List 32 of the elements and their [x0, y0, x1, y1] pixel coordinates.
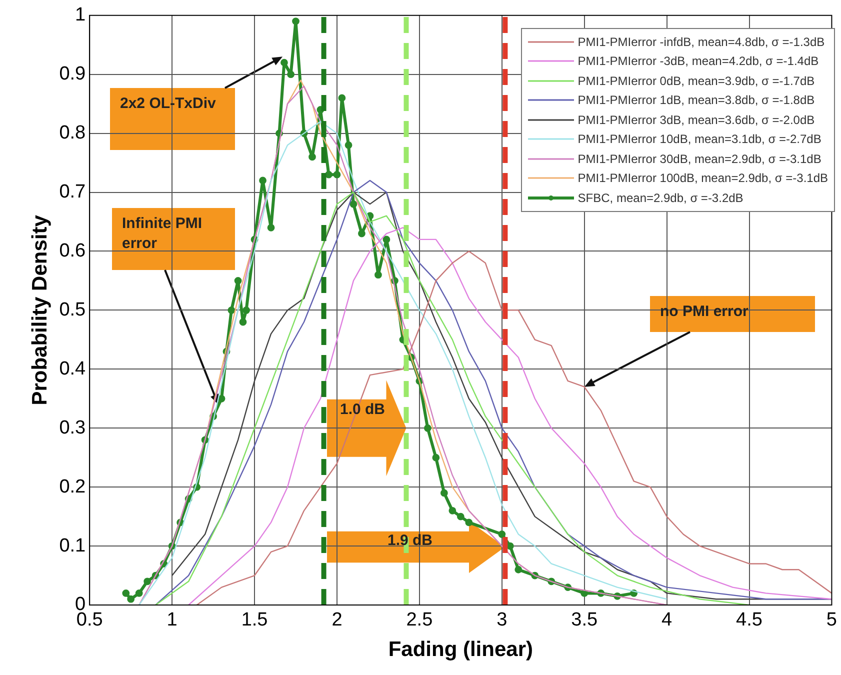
y-tick-label: 0.6 — [59, 240, 86, 262]
y-tick-label: 0.9 — [59, 64, 86, 85]
legend-label: PMI1-PMIerror -3dB, mean=4.2db, σ =-1.4dB — [578, 54, 819, 68]
x-tick-label: 3.5 — [571, 610, 598, 631]
x-tick-label: 4.5 — [736, 610, 762, 631]
x-tick-label: 4 — [662, 610, 673, 631]
x-tick-label: 2 — [332, 610, 342, 631]
annotation: Infinite PMI error — [121, 214, 203, 254]
x-tick-label: 1.5 — [241, 610, 268, 631]
y-axis-title: Probability Density — [28, 214, 52, 406]
x-tick-label: 2.5 — [406, 610, 433, 631]
legend-label: PMI1-PMIerror 1dB, mean=3.8db, σ =-1.8dB — [578, 93, 815, 108]
x-tick-label: 5 — [826, 610, 838, 631]
y-tick-label: 0.5 — [59, 299, 86, 320]
y-tick-label: 0.3 — [59, 417, 86, 438]
y-tick-label: 0.8 — [59, 122, 86, 144]
x-tick-label: 3 — [496, 610, 508, 631]
legend-label: SFBC, mean=2.9db, σ =-3.2dB — [578, 190, 744, 205]
legend-label: PMI1-PMIerror 0dB, mean=3.9db, σ =-1.7dB — [578, 74, 815, 88]
y-tick-label: 1 — [75, 4, 86, 26]
x-tick-label: 1 — [166, 610, 178, 631]
y-tick-label: 0.1 — [59, 535, 86, 556]
x-axis-title: Fading (linear) — [388, 638, 534, 662]
legend-label: PMI1-PMIerror 30dB, mean=2.9db, σ =-3.1dB — [578, 152, 822, 166]
legend-label: PMI1-PMIerror -infdB, mean=4.8db, σ =-1.3dB — [578, 34, 825, 49]
y-tick-label: 0.7 — [59, 182, 86, 203]
legend-label: PMI1-PMIerror 10dB, mean=3.1db, σ =-2.7dB — [578, 132, 822, 146]
y-tick-label: 0.4 — [59, 358, 86, 380]
legend-label: PMI1-PMIerror 100dB, mean=2.9db, σ =-3.1dB — [578, 171, 828, 186]
y-tick-label: 0.2 — [59, 476, 86, 498]
annotation: 1.0 dB — [338, 400, 386, 420]
legend-label: PMI1-PMIerror 3dB, mean=3.6db, σ =-2.0dB — [578, 112, 815, 127]
